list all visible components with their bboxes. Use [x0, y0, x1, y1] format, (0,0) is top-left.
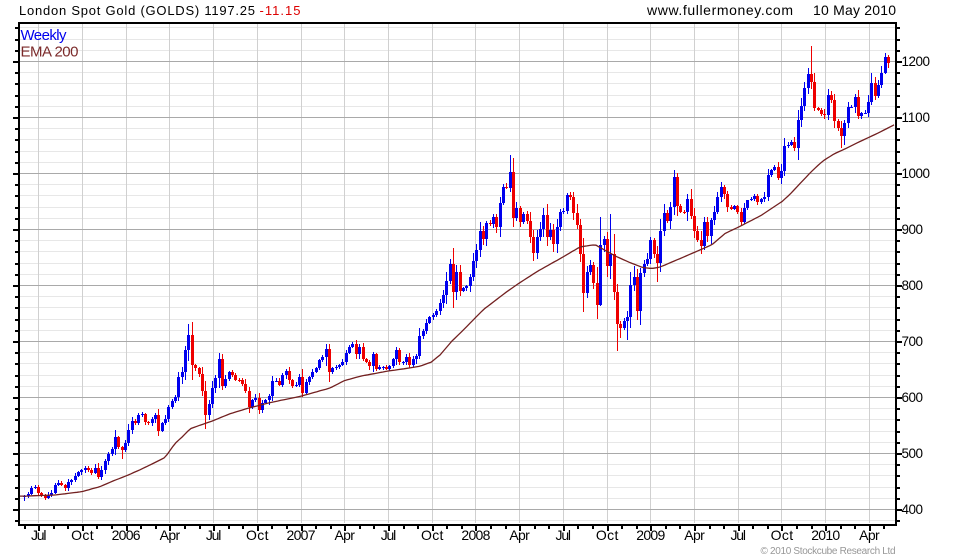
svg-text:www.fullermoney.com: www.fullermoney.com [646, 2, 793, 18]
svg-text:Jul: Jul [730, 527, 746, 543]
svg-text:© 2010 Stockcube Research Ltd: © 2010 Stockcube Research Ltd [761, 546, 896, 557]
svg-text:Apr: Apr [334, 527, 355, 543]
svg-text:Apr: Apr [684, 527, 705, 543]
svg-text:2008: 2008 [461, 527, 490, 543]
svg-text:Weekly: Weekly [21, 27, 68, 44]
svg-text:Oct: Oct [596, 527, 619, 543]
svg-text:Jul: Jul [206, 527, 222, 543]
svg-text:EMA 200: EMA 200 [21, 44, 79, 61]
svg-text:Apr: Apr [160, 527, 181, 543]
svg-text:1200: 1200 [902, 54, 931, 69]
svg-text:Oct: Oct [421, 527, 444, 543]
svg-text:500: 500 [902, 446, 924, 461]
svg-text:Jul: Jul [556, 527, 572, 543]
svg-text:Oct: Oct [71, 527, 94, 543]
svg-text:900: 900 [902, 222, 924, 237]
svg-text:Jul: Jul [381, 527, 397, 543]
svg-text:Oct: Oct [771, 527, 794, 543]
svg-text:700: 700 [902, 334, 924, 349]
svg-text:400: 400 [902, 502, 924, 517]
svg-text:2006: 2006 [112, 527, 141, 543]
svg-text:London Spot Gold (GOLDS) 1197.: London Spot Gold (GOLDS) 1197.25 [19, 3, 255, 18]
svg-text:Jul: Jul [31, 527, 47, 543]
svg-text:600: 600 [902, 390, 924, 405]
svg-text:2009: 2009 [636, 527, 665, 543]
svg-text:800: 800 [902, 278, 924, 293]
svg-text:Oct: Oct [246, 527, 269, 543]
svg-text:10 May 2010: 10 May 2010 [813, 2, 896, 18]
svg-text:2010: 2010 [811, 527, 840, 543]
svg-text:Apr: Apr [509, 527, 530, 543]
svg-text:1000: 1000 [902, 166, 931, 181]
svg-text:Apr: Apr [859, 527, 880, 543]
svg-text:-11.15: -11.15 [260, 3, 301, 18]
svg-text:1100: 1100 [902, 110, 931, 125]
svg-text:2007: 2007 [287, 527, 316, 543]
